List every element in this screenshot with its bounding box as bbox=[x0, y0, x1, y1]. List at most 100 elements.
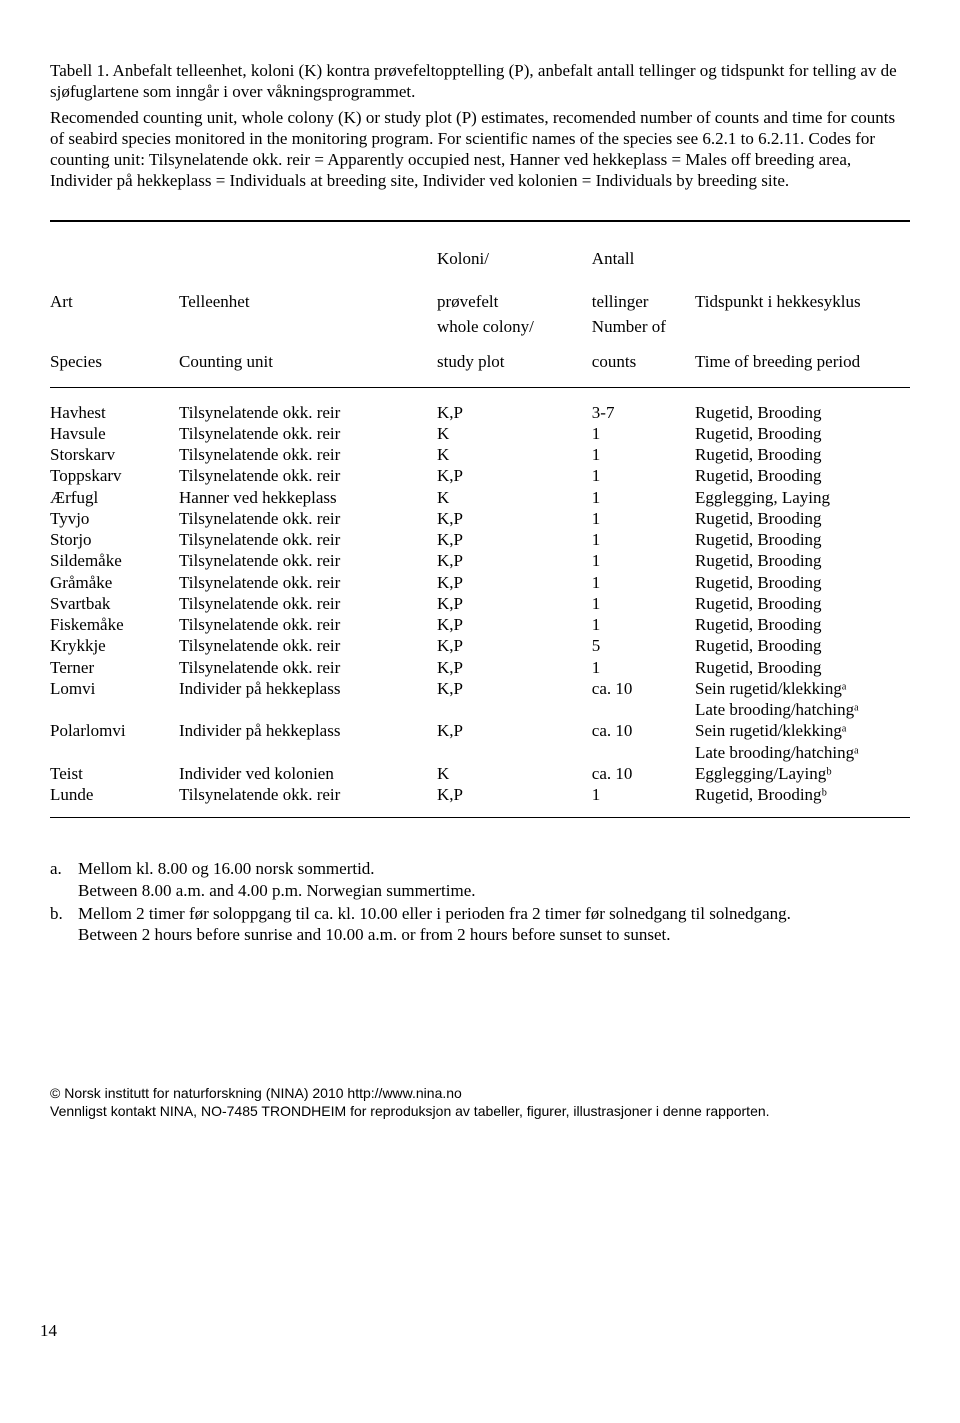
footnote-b-label: b. bbox=[50, 903, 78, 946]
table-row: TernerTilsynelatende okk. reirK,P1Rugeti… bbox=[50, 657, 910, 678]
cell-kp: K bbox=[437, 487, 592, 508]
page-footer: © Norsk institutt for naturforskning (NI… bbox=[50, 1085, 910, 1120]
table-row: ToppskarvTilsynelatende okk. reirK,P1Rug… bbox=[50, 465, 910, 486]
cell-kp: K,P bbox=[437, 657, 592, 678]
table-row: StorjoTilsynelatende okk. reirK,P1Rugeti… bbox=[50, 529, 910, 550]
header-species: Species bbox=[50, 316, 179, 387]
cell-unit: Individer ved kolonien bbox=[179, 763, 437, 784]
table-row: Late brooding/hatchingᵃ bbox=[50, 742, 910, 763]
table-row: SildemåkeTilsynelatende okk. reirK,P1Rug… bbox=[50, 550, 910, 571]
footnote-b: b. Mellom 2 timer før soloppgang til ca.… bbox=[50, 903, 910, 946]
footnote-b-line2: Between 2 hours before sunrise and 10.00… bbox=[78, 924, 910, 945]
cell-art: Sildemåke bbox=[50, 550, 179, 571]
cell-unit: Tilsynelatende okk. reir bbox=[179, 572, 437, 593]
cell-unit: Tilsynelatende okk. reir bbox=[179, 614, 437, 635]
cell-kp bbox=[437, 742, 592, 763]
table-caption: Tabell 1. Anbefalt telleenhet, koloni (K… bbox=[50, 60, 910, 192]
table-bottom-rule bbox=[50, 817, 910, 818]
cell-count: ca. 10 bbox=[592, 720, 695, 741]
cell-unit: Tilsynelatende okk. reir bbox=[179, 529, 437, 550]
table-row: Late brooding/hatchingᵃ bbox=[50, 699, 910, 720]
page-number: 14 bbox=[40, 1320, 57, 1341]
header-telleenhet: Telleenhet bbox=[179, 230, 437, 317]
cell-count: 1 bbox=[592, 572, 695, 593]
cell-time: Egglegging/Layingᵇ bbox=[695, 763, 910, 784]
cell-art: Lunde bbox=[50, 784, 179, 805]
cell-count bbox=[592, 742, 695, 763]
cell-kp: K,P bbox=[437, 678, 592, 699]
header-koloni-2: prøvefelt bbox=[437, 273, 592, 316]
table-row: HavsuleTilsynelatende okk. reirK1Rugetid… bbox=[50, 423, 910, 444]
cell-kp: K,P bbox=[437, 572, 592, 593]
cell-count: 1 bbox=[592, 657, 695, 678]
header-whole-1: whole colony/ bbox=[437, 316, 592, 351]
cell-art bbox=[50, 742, 179, 763]
cell-count: 1 bbox=[592, 423, 695, 444]
cell-unit: Hanner ved hekkeplass bbox=[179, 487, 437, 508]
cell-time: Egglegging, Laying bbox=[695, 487, 910, 508]
cell-art: Storskarv bbox=[50, 444, 179, 465]
table-row: TeistIndivider ved kolonienKca. 10Eggleg… bbox=[50, 763, 910, 784]
table-row: KrykkjeTilsynelatende okk. reirK,P5Ruget… bbox=[50, 635, 910, 656]
table-row: LundeTilsynelatende okk. reirK,P1Rugetid… bbox=[50, 784, 910, 805]
cell-unit: Tilsynelatende okk. reir bbox=[179, 508, 437, 529]
cell-art: Lomvi bbox=[50, 678, 179, 699]
table-header-row-1: Art Telleenhet Koloni/ Antall Tidspunkt … bbox=[50, 230, 910, 273]
cell-art: Havsule bbox=[50, 423, 179, 444]
cell-art: Toppskarv bbox=[50, 465, 179, 486]
header-antall-2: tellinger bbox=[592, 273, 695, 316]
cell-unit: Tilsynelatende okk. reir bbox=[179, 657, 437, 678]
cell-count: 3-7 bbox=[592, 402, 695, 423]
cell-time: Rugetid, Brooding bbox=[695, 508, 910, 529]
header-number-1: Number of bbox=[592, 316, 695, 351]
cell-unit: Tilsynelatende okk. reir bbox=[179, 465, 437, 486]
cell-art: Teist bbox=[50, 763, 179, 784]
footnote-a: a. Mellom kl. 8.00 og 16.00 norsk sommer… bbox=[50, 858, 910, 901]
cell-time: Rugetid, Brooding bbox=[695, 465, 910, 486]
cell-kp: K,P bbox=[437, 508, 592, 529]
cell-count: 1 bbox=[592, 784, 695, 805]
cell-unit: Tilsynelatende okk. reir bbox=[179, 444, 437, 465]
cell-art: Polarlomvi bbox=[50, 720, 179, 741]
cell-count: 1 bbox=[592, 487, 695, 508]
table-row: FiskemåkeTilsynelatende okk. reirK,P1Rug… bbox=[50, 614, 910, 635]
cell-kp: K,P bbox=[437, 784, 592, 805]
cell-count: 5 bbox=[592, 635, 695, 656]
cell-kp bbox=[437, 699, 592, 720]
footnote-b-line1: Mellom 2 timer før soloppgang til ca. kl… bbox=[78, 903, 910, 924]
cell-count bbox=[592, 699, 695, 720]
cell-time: Rugetid, Brooding bbox=[695, 423, 910, 444]
header-counting-unit: Counting unit bbox=[179, 316, 437, 387]
cell-time: Sein rugetid/klekkingᵃ bbox=[695, 678, 910, 699]
table-top-rule bbox=[50, 220, 910, 222]
table-row: PolarlomviIndivider på hekkeplassK,Pca. … bbox=[50, 720, 910, 741]
header-whole-2: study plot bbox=[437, 351, 592, 386]
table-row: ÆrfuglHanner ved hekkeplassK1Egglegging,… bbox=[50, 487, 910, 508]
header-number-2: counts bbox=[592, 351, 695, 386]
cell-kp: K,P bbox=[437, 465, 592, 486]
cell-art: Storjo bbox=[50, 529, 179, 550]
cell-kp: K,P bbox=[437, 614, 592, 635]
cell-unit: Individer på hekkeplass bbox=[179, 678, 437, 699]
footnote-a-line2: Between 8.00 a.m. and 4.00 p.m. Norwegia… bbox=[78, 880, 910, 901]
cell-art bbox=[50, 699, 179, 720]
table-row: GråmåkeTilsynelatende okk. reirK,P1Ruget… bbox=[50, 572, 910, 593]
cell-art: Gråmåke bbox=[50, 572, 179, 593]
header-antall-1: Antall bbox=[592, 230, 695, 273]
species-counting-table: Art Telleenhet Koloni/ Antall Tidspunkt … bbox=[50, 230, 910, 819]
footer-line-2: Vennligst kontakt NINA, NO-7485 TRONDHEI… bbox=[50, 1103, 910, 1121]
table-row: StorskarvTilsynelatende okk. reirK1Ruget… bbox=[50, 444, 910, 465]
cell-kp: K,P bbox=[437, 593, 592, 614]
cell-art: Havhest bbox=[50, 402, 179, 423]
cell-count: 1 bbox=[592, 465, 695, 486]
cell-art: Svartbak bbox=[50, 593, 179, 614]
caption-para-2: Recomended counting unit, whole colony (… bbox=[50, 107, 910, 192]
footnotes: a. Mellom kl. 8.00 og 16.00 norsk sommer… bbox=[50, 858, 910, 945]
cell-time: Late brooding/hatchingᵃ bbox=[695, 742, 910, 763]
cell-kp: K bbox=[437, 444, 592, 465]
cell-art: Fiskemåke bbox=[50, 614, 179, 635]
cell-unit: Tilsynelatende okk. reir bbox=[179, 635, 437, 656]
cell-kp: K bbox=[437, 423, 592, 444]
cell-time: Rugetid, Brooding bbox=[695, 529, 910, 550]
header-time-breeding: Time of breeding period bbox=[695, 316, 910, 387]
